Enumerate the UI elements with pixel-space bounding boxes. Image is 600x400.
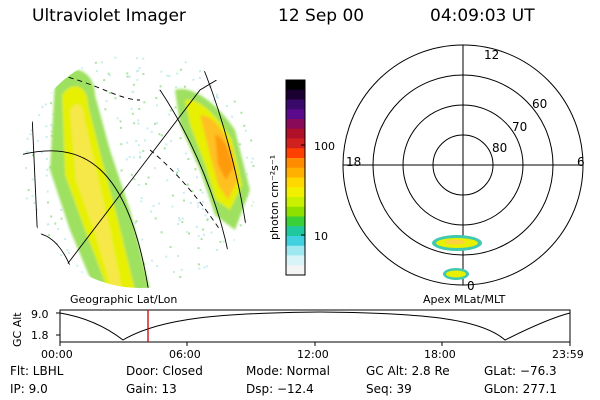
colorbar-segment bbox=[286, 245, 305, 257]
timeline-ytick-max: 9.0 bbox=[31, 308, 49, 321]
colorbar-segment bbox=[286, 99, 305, 110]
colorbar-segment bbox=[286, 236, 305, 247]
status-glat: GLat: −76.3 bbox=[484, 364, 557, 378]
timeline-ytick-min: 1.8 bbox=[31, 329, 49, 342]
colorbar-segment bbox=[286, 187, 305, 198]
lat-label-60: 60 bbox=[532, 97, 547, 111]
timeline-xtick-1800: 18:00 bbox=[424, 348, 456, 361]
colorbar-segment bbox=[286, 197, 305, 208]
timeline-xtick-0000: 00:00 bbox=[41, 348, 73, 361]
timeline-xtick-2359: 23:59 bbox=[552, 348, 584, 361]
colorbar-segment bbox=[286, 167, 305, 179]
colorbar-segment bbox=[286, 158, 305, 169]
colorbar-segment bbox=[286, 148, 305, 159]
mlt-label-12: 12 bbox=[484, 48, 499, 62]
lat-label-70: 70 bbox=[512, 120, 527, 134]
colorbar-segment bbox=[286, 255, 305, 266]
colorbar-segment bbox=[286, 109, 305, 120]
status-mode: Mode: Normal bbox=[246, 364, 330, 378]
colorbar-tick-10: 10 bbox=[314, 230, 328, 243]
colorbar-segment bbox=[286, 128, 305, 140]
colorbar bbox=[285, 79, 306, 276]
colorbar-unit: photon cm⁻²s⁻¹ bbox=[268, 155, 281, 240]
timeline-xtick-0600: 06:00 bbox=[169, 348, 201, 361]
status-door: Door: Closed bbox=[126, 364, 203, 378]
left-panel-label: Geographic Lat/Lon bbox=[70, 293, 177, 306]
mlt-label-0: 0 bbox=[467, 279, 475, 293]
timeline-ylabel: GC Alt bbox=[11, 312, 24, 347]
colorbar-segment bbox=[286, 177, 305, 188]
colorbar-tick-100: 100 bbox=[314, 140, 335, 153]
colorbar-segment bbox=[286, 80, 305, 91]
date-label: 12 Sep 00 bbox=[278, 6, 365, 26]
status-dsp: Dsp: −12.4 bbox=[246, 382, 314, 396]
polar-aurora bbox=[432, 235, 482, 280]
geographic-image bbox=[22, 52, 258, 288]
lat-label-80: 80 bbox=[492, 141, 507, 155]
colorbar-segment bbox=[286, 138, 305, 149]
app-title: Ultraviolet Imager bbox=[32, 6, 186, 26]
colorbar-segment bbox=[286, 226, 305, 237]
colorbar-segment bbox=[286, 265, 305, 276]
colorbar-segment bbox=[286, 89, 305, 101]
altitude-timeline bbox=[56, 309, 571, 346]
colorbar-ticks bbox=[301, 144, 305, 236]
mlt-label-18: 18 bbox=[346, 155, 361, 169]
status-seq: Seq: 39 bbox=[366, 382, 412, 396]
status-gain: Gain: 13 bbox=[126, 382, 177, 396]
status-ip: IP: 9.0 bbox=[10, 382, 48, 396]
colorbar-segment bbox=[286, 206, 305, 218]
status-filter: Flt: LBHL bbox=[10, 364, 64, 378]
status-gc-alt: GC Alt: 2.8 Re bbox=[366, 364, 450, 378]
time-label: 04:09:03 UT bbox=[430, 6, 535, 26]
colorbar-segment bbox=[286, 119, 305, 130]
timeline-xtick-1200: 12:00 bbox=[297, 348, 329, 361]
colorbar-segment bbox=[286, 216, 305, 227]
status-glon: GLon: 277.1 bbox=[484, 382, 557, 396]
right-panel-label: Apex MLat/MLT bbox=[423, 293, 506, 306]
colorbar-frame bbox=[285, 79, 306, 276]
mlt-label-6: 6 bbox=[577, 155, 585, 169]
